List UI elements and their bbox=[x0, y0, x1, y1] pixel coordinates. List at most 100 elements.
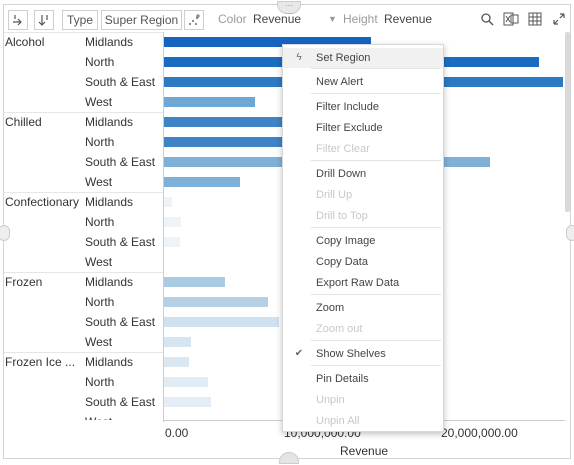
group-label[interactable]: Alcohol bbox=[5, 35, 45, 49]
expand-icon[interactable] bbox=[550, 10, 568, 28]
bar[interactable] bbox=[164, 397, 211, 407]
color-value[interactable]: Revenue bbox=[253, 12, 302, 26]
resize-handle-bottom[interactable] bbox=[279, 452, 299, 464]
group-row: Frozen Ice ... Midlands North South & East W… bbox=[4, 352, 164, 420]
bar[interactable] bbox=[164, 337, 191, 347]
menu-item-export-raw-data[interactable]: Export Raw Data bbox=[283, 273, 443, 293]
group-label[interactable]: Frozen bbox=[5, 275, 43, 289]
menu-separator bbox=[311, 93, 441, 94]
scatter-options-button[interactable] bbox=[184, 10, 204, 30]
group-row: Frozen Midlands North South & East West bbox=[4, 272, 164, 353]
color-label: Color bbox=[218, 12, 247, 26]
bar[interactable] bbox=[164, 197, 172, 207]
bar[interactable] bbox=[164, 97, 255, 107]
swap-axis-icon bbox=[13, 15, 22, 26]
group-row: Alcohol Midlands North South & East West bbox=[4, 32, 164, 113]
menu-item-set-region[interactable]: ϟ Set Region bbox=[283, 48, 443, 68]
vertical-scrollbar[interactable] bbox=[565, 32, 570, 212]
group-label[interactable]: Chilled bbox=[5, 115, 42, 129]
resize-handle-right[interactable] bbox=[566, 225, 574, 241]
region-label[interactable]: Midlands bbox=[85, 115, 134, 129]
bar[interactable] bbox=[164, 177, 240, 187]
menu-item-unpin: Unpin bbox=[283, 390, 443, 410]
region-label[interactable]: West bbox=[85, 95, 113, 109]
menu-item-label: Unpin All bbox=[316, 415, 360, 427]
table-view-icon[interactable] bbox=[526, 10, 544, 28]
menu-item-drill-to-top: Drill to Top bbox=[283, 206, 443, 226]
bar[interactable] bbox=[164, 357, 189, 367]
region-label[interactable]: South & East bbox=[85, 155, 156, 169]
menu-item-drill-down[interactable]: Drill Down bbox=[283, 164, 443, 184]
region-label[interactable]: South & East bbox=[85, 315, 156, 329]
menu-item-label: Set Region bbox=[316, 52, 371, 64]
swap-axis-button[interactable] bbox=[8, 10, 28, 30]
bar[interactable] bbox=[164, 37, 371, 47]
group-label[interactable]: Frozen Ice ... bbox=[5, 355, 76, 369]
menu-separator bbox=[311, 227, 441, 228]
x-tick-2: 20,000,000.00 bbox=[441, 426, 518, 440]
menu-item-copy-image[interactable]: Copy Image bbox=[283, 231, 443, 251]
menu-item-label: Drill to Top bbox=[316, 210, 368, 222]
region-label[interactable]: West bbox=[85, 255, 113, 269]
context-menu: ϟ Set Region New Alert Filter Include Filter… bbox=[282, 44, 444, 432]
region-label[interactable]: South & East bbox=[85, 75, 156, 89]
region-label[interactable]: North bbox=[85, 295, 115, 309]
menu-item-label: Pin Details bbox=[316, 373, 369, 385]
resize-handle-left[interactable] bbox=[0, 225, 10, 241]
region-label[interactable]: West bbox=[85, 335, 113, 349]
region-label[interactable]: North bbox=[85, 215, 115, 229]
menu-item-label: Zoom out bbox=[316, 323, 363, 335]
menu-item-zoom[interactable]: Zoom bbox=[283, 298, 443, 318]
menu-item-copy-data[interactable]: Copy Data bbox=[283, 252, 443, 272]
group-row: Chilled Midlands North South & East West bbox=[4, 112, 164, 193]
menu-separator bbox=[311, 160, 441, 161]
region-label[interactable]: Midlands bbox=[85, 275, 134, 289]
region-label[interactable]: West bbox=[85, 415, 112, 420]
region-label[interactable]: Midlands bbox=[85, 195, 134, 209]
type-button[interactable]: Type bbox=[62, 10, 98, 30]
menu-item-label: New Alert bbox=[316, 76, 364, 88]
excel-export-icon[interactable] bbox=[502, 10, 520, 28]
bar[interactable] bbox=[164, 297, 268, 307]
menu-separator bbox=[311, 365, 441, 366]
region-label[interactable]: North bbox=[85, 135, 115, 149]
bar[interactable] bbox=[164, 317, 279, 327]
region-label[interactable]: South & East bbox=[85, 395, 156, 409]
menu-item-label: Filter Exclude bbox=[316, 122, 383, 134]
region-label[interactable]: North bbox=[85, 55, 115, 69]
region-label[interactable]: West bbox=[85, 175, 113, 189]
region-label[interactable]: Midlands bbox=[85, 355, 134, 369]
dimension-selector[interactable]: Super Region bbox=[101, 10, 182, 30]
menu-separator bbox=[311, 340, 441, 341]
menu-item-pin-details[interactable]: Pin Details bbox=[283, 369, 443, 389]
bar[interactable] bbox=[164, 137, 306, 147]
height-dropdown-icon[interactable]: ▼ bbox=[328, 14, 337, 24]
bar[interactable] bbox=[164, 117, 298, 127]
height-value[interactable]: Revenue bbox=[384, 12, 433, 26]
menu-item-filter-exclude[interactable]: Filter Exclude bbox=[283, 118, 443, 138]
region-label[interactable]: Midlands bbox=[85, 35, 134, 49]
menu-item-label: Unpin bbox=[316, 394, 345, 406]
height-label: Height bbox=[343, 12, 378, 26]
bar[interactable] bbox=[164, 277, 225, 287]
menu-item-filter-include[interactable]: Filter Include bbox=[283, 97, 443, 117]
menu-item-label: Drill Down bbox=[316, 168, 367, 180]
region-label[interactable]: South & East bbox=[85, 235, 156, 249]
menu-item-drill-up: Drill Up bbox=[283, 185, 443, 205]
row-labels: Alcohol Midlands North South & East West Chil… bbox=[4, 32, 164, 420]
menu-item-label: Filter Include bbox=[316, 101, 379, 113]
bar[interactable] bbox=[164, 237, 180, 247]
sort-button[interactable] bbox=[34, 10, 54, 30]
region-label[interactable]: North bbox=[85, 375, 115, 389]
bar[interactable] bbox=[164, 217, 181, 227]
menu-item-label: Copy Data bbox=[316, 256, 368, 268]
menu-item-label: Zoom bbox=[316, 302, 345, 314]
menu-item-new-alert[interactable]: New Alert bbox=[283, 72, 443, 92]
menu-item-unpin-all: Unpin All bbox=[283, 411, 443, 431]
x-axis-title: Revenue bbox=[340, 444, 389, 458]
bar[interactable] bbox=[164, 377, 208, 387]
menu-item-show-shelves[interactable]: ✔ Show Shelves bbox=[283, 344, 443, 364]
group-label[interactable]: Confectionary bbox=[5, 195, 80, 209]
search-icon[interactable] bbox=[478, 10, 496, 28]
menu-item-label: Export Raw Data bbox=[316, 277, 400, 289]
